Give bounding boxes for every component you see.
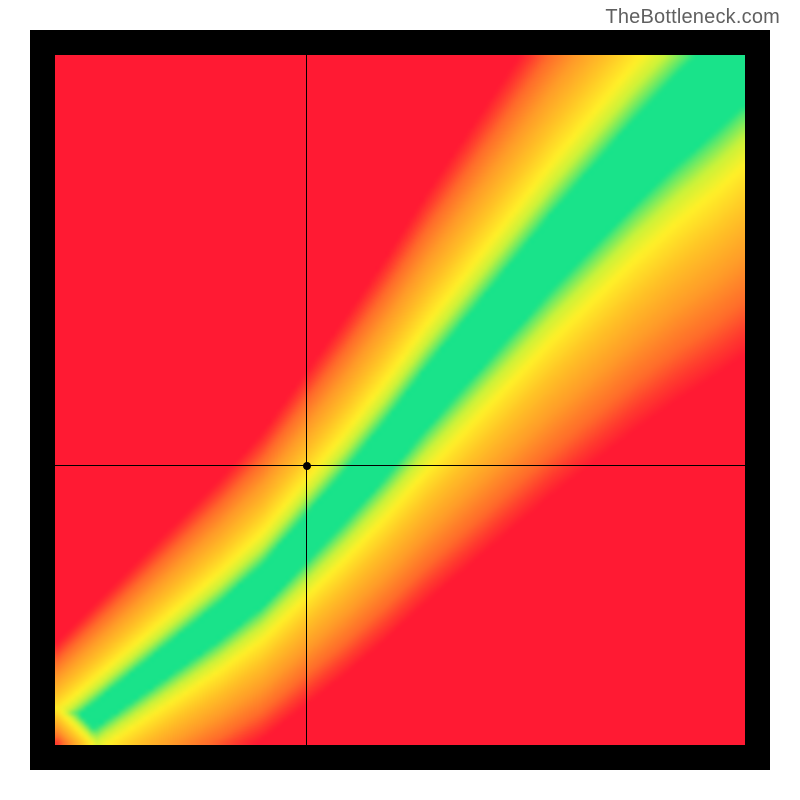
chart-wrapper: TheBottleneck.com — [0, 0, 800, 800]
crosshair-vertical — [306, 55, 307, 745]
selection-marker-dot — [303, 462, 311, 470]
crosshair-horizontal — [55, 465, 745, 466]
watermark-text: TheBottleneck.com — [605, 6, 780, 29]
bottleneck-heatmap — [55, 55, 745, 745]
